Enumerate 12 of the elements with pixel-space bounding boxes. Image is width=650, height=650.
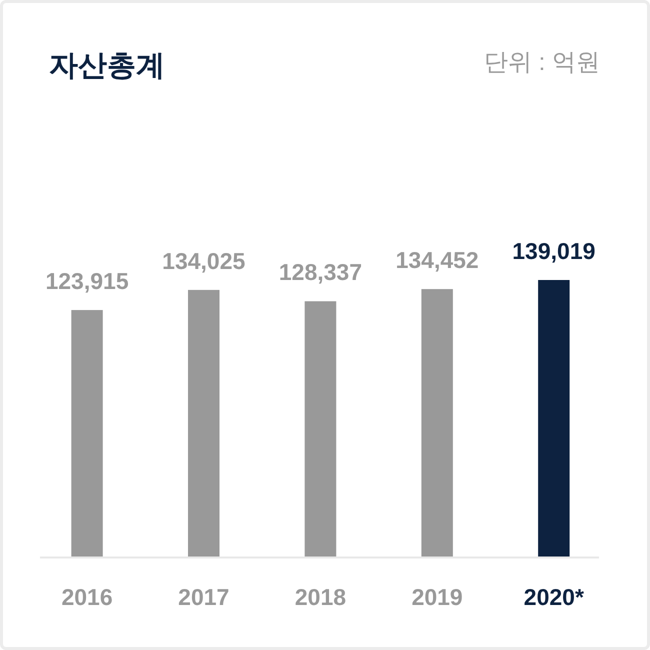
title: 자산총계 xyxy=(49,50,165,82)
data-label: 128,337 xyxy=(278,259,362,286)
x-tick-label: 2016 xyxy=(61,584,113,610)
data-label: 134,452 xyxy=(396,247,479,274)
x-tick-label: 2017 xyxy=(178,584,230,610)
data-label: 134,025 xyxy=(162,248,246,274)
x-tick-label: 2018 xyxy=(294,584,346,610)
x-tick-label: 2019 xyxy=(412,584,463,610)
data-label: 139,019 xyxy=(512,238,596,264)
annotation: 단위 : 억원 xyxy=(484,49,600,76)
data-label: 123,915 xyxy=(45,268,129,294)
x-tick-label: 2020* xyxy=(524,584,584,610)
